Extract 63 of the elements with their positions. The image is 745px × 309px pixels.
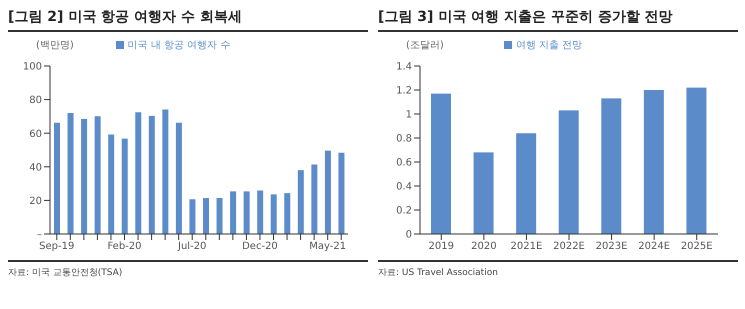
bar [601,98,622,234]
bar [148,116,155,234]
bar [135,112,142,234]
bar [431,94,451,234]
bar [270,194,277,234]
y-tick-label: 40 [29,162,42,174]
bar [338,152,344,234]
bar [244,191,250,234]
bar [284,193,290,234]
chart-title: [그림 3] 미국 여행 지출은 꾸준히 증가할 전망 [378,8,738,32]
legend-label: 여행 지출 전망 [516,40,582,51]
bar [311,164,318,234]
bar [176,122,182,234]
bar [474,152,494,234]
chart-title: [그림 2] 미국 항공 여행자 수 회복세 [8,8,368,32]
y-tick-label: 80 [29,95,42,106]
bar [230,191,236,234]
y-tick-label: 0.6 [396,158,412,169]
x-tick-label: 2025E [680,241,713,252]
bar [516,133,536,234]
bar [81,118,88,234]
x-tick-label: 2022E [553,241,585,252]
bar [644,90,664,234]
text: 자료: US Travel Association [378,267,499,279]
x-tick-label: Feb-20 [107,241,142,252]
x-tick-label: 2020 [471,241,497,252]
y-axis-title: (조달러) [406,39,444,52]
bar [558,110,579,234]
x-tick-label: Dec-20 [242,241,278,252]
bar [216,198,223,234]
x-tick-label: 2024E [638,241,670,252]
bar [122,138,128,234]
text: 자료: 미국 교통안전청(TSA) [8,267,124,279]
y-tick-label: 0.8 [396,134,412,145]
y-tick-label: 20 [29,196,42,207]
x-tick-label: 2021E [510,241,542,252]
bar [54,122,60,234]
y-tick-label: – [37,230,42,241]
legend-label: 미국 내 항공 여행자 수 [128,40,230,51]
x-tick-label: 2019 [428,241,454,252]
bar [94,116,101,234]
bar [257,190,264,234]
y-tick-label: 0.2 [396,206,412,217]
x-tick-label: Sep-19 [39,241,74,252]
bar [189,199,196,234]
bar [108,134,114,234]
bar [686,88,706,234]
bar [68,113,74,234]
bar [298,170,304,234]
y-tick-label: 1 [406,110,412,121]
bar [324,150,331,234]
bar [203,198,209,234]
y-tick-label: 100 [22,62,42,73]
y-axis-title: (백만명) [36,39,74,52]
y-tick-label: 60 [29,128,42,140]
y-tick-label: 1.4 [396,62,412,73]
x-tick-label: May-21 [309,241,346,252]
x-tick-label: 2023E [596,241,628,252]
y-tick-label: 0 [406,230,412,241]
bar [162,110,168,234]
y-tick-label: 0.4 [396,182,412,193]
y-tick-label: 1.2 [396,86,412,97]
x-tick-label: Jul-20 [177,241,206,252]
